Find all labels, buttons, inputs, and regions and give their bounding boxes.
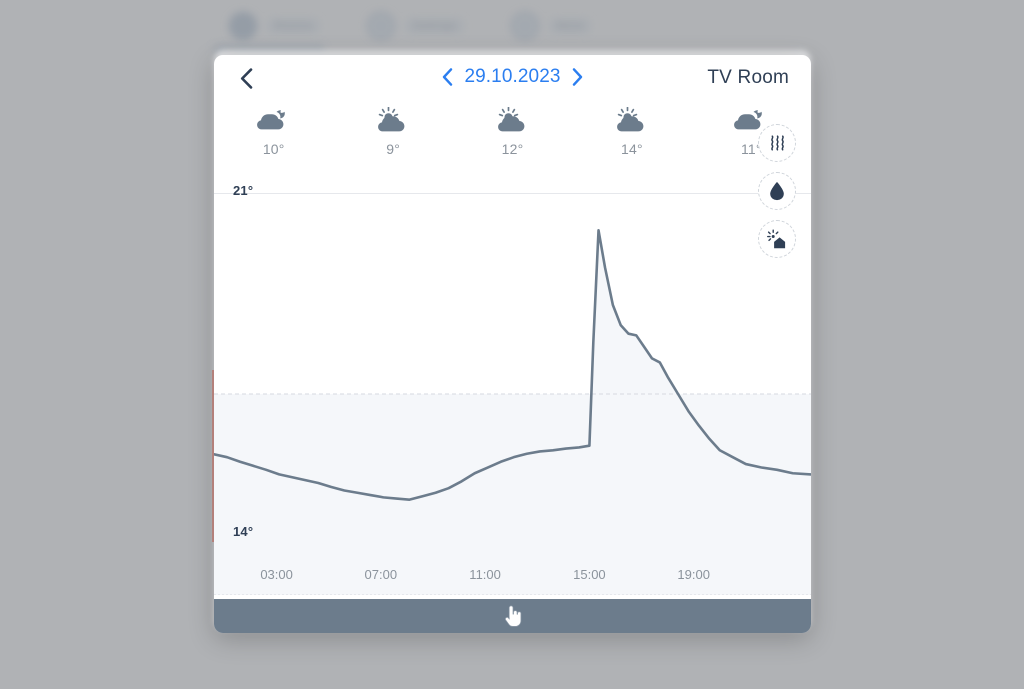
heating-toggle-button[interactable]: [758, 124, 796, 162]
chart-gridlines: [214, 193, 811, 595]
forecast-temperature: 12°: [501, 141, 524, 157]
water-drop-icon: [770, 181, 784, 201]
more-icon: [509, 11, 540, 41]
date-navigator: 29.10.2023: [214, 66, 811, 88]
forecast-item: 14°: [572, 101, 691, 157]
cloud-moon-icon: [734, 103, 768, 137]
cloud-sun-icon: [376, 103, 410, 137]
x-axis-tick-label: 03:00: [260, 567, 293, 582]
date-label[interactable]: 29.10.2023: [464, 66, 561, 87]
back-button[interactable]: [232, 64, 260, 92]
x-axis-tick-label: 15:00: [573, 567, 606, 582]
bg-tab-label: Rooms: [267, 18, 320, 34]
forecast-temperature: 11°: [740, 141, 762, 157]
chevron-left-icon: [443, 68, 453, 86]
chart-area-fill: [214, 230, 811, 595]
bg-tab-label: Settings: [404, 18, 464, 34]
chart-line: [214, 229, 811, 501]
x-axis-tick-labels: 03:00 07:00 11:00 15:00 19:00: [214, 567, 811, 593]
cloud-moon-icon: [256, 103, 291, 137]
forecast-temperature: 10°: [262, 141, 285, 157]
bottom-action-bar[interactable]: [214, 599, 811, 633]
next-day-button[interactable]: [572, 68, 583, 86]
humidity-toggle-button[interactable]: [758, 172, 796, 210]
cloud-sun-icon: [496, 103, 530, 137]
y-axis-max-label: 21°: [233, 183, 254, 198]
bg-tab-settings: Settings: [365, 11, 464, 41]
chevron-right-icon: [572, 68, 582, 86]
temperature-chart-svg: [214, 193, 811, 595]
forecast-item: 12°: [453, 101, 572, 157]
forecast-item: 9°: [333, 101, 452, 157]
x-axis-tick-label: 19:00: [677, 567, 710, 582]
previous-day-button[interactable]: [442, 68, 453, 86]
settings-icon: [365, 11, 396, 41]
bg-tab-rooms: Rooms: [228, 11, 320, 41]
y-axis-min-label: 14°: [233, 524, 254, 539]
sun-house-icon: [766, 229, 785, 249]
heat-waves-icon: [770, 134, 784, 151]
chevron-left-icon: [240, 67, 252, 89]
background-tab-bar: Rooms Settings More: [228, 8, 748, 44]
page-title: TV Room: [707, 67, 789, 88]
card-header: 29.10.2023 TV Room: [214, 55, 811, 101]
room-detail-card: 29.10.2023 TV Room 10°: [214, 55, 811, 633]
bg-tab-label: More: [548, 18, 592, 34]
cloud-sun-icon: [615, 103, 649, 137]
x-axis-tick-label: 11:00: [469, 567, 501, 582]
bg-tab-more: More: [509, 11, 592, 41]
rooms-icon: [228, 11, 258, 41]
temperature-chart[interactable]: [214, 193, 811, 595]
pointing-hand-cursor: [503, 604, 523, 628]
brightness-toggle-button[interactable]: [758, 220, 796, 258]
weather-forecast-strip: 10° 9°: [214, 101, 811, 193]
x-axis-tick-label: 07:00: [364, 567, 398, 582]
forecast-temperature: 14°: [621, 141, 643, 157]
forecast-temperature: 9°: [386, 141, 400, 157]
forecast-item: 10°: [214, 101, 333, 157]
forecast-item: 11°: [692, 101, 811, 157]
